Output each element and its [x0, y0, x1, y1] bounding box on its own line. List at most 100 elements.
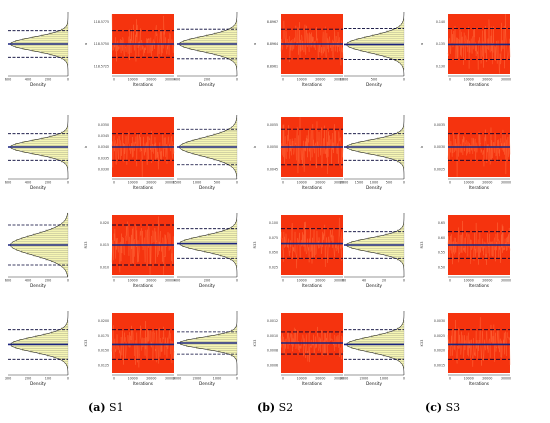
- density-tick-label: 600: [5, 181, 11, 185]
- trace-line: [111, 130, 175, 177]
- density-bar: [16, 248, 69, 251]
- density-tick-label: 0: [67, 181, 69, 185]
- density-bar: [351, 143, 405, 146]
- panel-s3-row3: 60 40 20 0 Density 0.65 0.60 0.55 0.50 R33 0 10000 2…: [342, 213, 511, 288]
- density-bar: [206, 156, 238, 159]
- parameter-tick-label: 0.100: [269, 221, 278, 225]
- density-bar: [182, 244, 238, 247]
- density-tick-label: 400: [25, 279, 31, 283]
- density-tick-label: 200: [204, 279, 210, 283]
- density-tick-label: 1000: [340, 78, 349, 82]
- density-bar: [191, 237, 238, 240]
- parameter-tick-label: 0.050: [269, 251, 278, 255]
- parameter-tick-label: 0.025: [269, 265, 278, 269]
- trace-axis-label: Iterations: [302, 381, 322, 386]
- density-tick-label: 200: [25, 377, 31, 381]
- density-curve: [346, 310, 405, 376]
- density-bar: [15, 45, 69, 48]
- trace-axis-label: Iterations: [469, 82, 489, 87]
- density-tick-label: 0: [236, 279, 238, 283]
- density-bar: [26, 337, 69, 340]
- trace-tick-label: 20000: [482, 279, 492, 283]
- density-bar: [366, 350, 405, 353]
- density-bar: [189, 38, 238, 41]
- density-bar: [374, 352, 405, 355]
- density-bar: [31, 152, 69, 155]
- parameter-tick-label: 0.50: [438, 265, 445, 269]
- density-bar: [182, 148, 238, 151]
- density-bar: [371, 335, 405, 338]
- parameter-axis-label: a: [420, 43, 424, 45]
- density-tick-label: 0: [403, 181, 405, 185]
- parameter-tick-label: 0.55: [438, 251, 445, 255]
- density-tick-label: 400: [174, 279, 180, 283]
- caption-s2: (b) S2: [257, 401, 294, 414]
- density-axis-label: Density: [30, 82, 46, 87]
- density-axis-label: Density: [366, 283, 382, 288]
- parameter-axis-label: R33: [420, 241, 424, 248]
- density-curve: [179, 212, 238, 278]
- density-bar: [15, 346, 69, 349]
- parameter-tick-label: 0.010: [100, 265, 109, 269]
- density-bar: [197, 36, 238, 39]
- density-bar: [16, 239, 69, 242]
- trace-tick-label: 0: [282, 78, 284, 82]
- density-tick-label: 500: [386, 181, 392, 185]
- density-bar: [55, 261, 69, 264]
- density-axis-label: Density: [199, 283, 215, 288]
- parameter-axis-label: b: [253, 145, 257, 148]
- density-bar: [207, 233, 238, 236]
- density-bar: [31, 36, 69, 39]
- density-bar: [351, 246, 405, 249]
- trace-line: [447, 127, 511, 177]
- density-bar: [35, 335, 69, 338]
- density-bar: [13, 341, 69, 344]
- trace-line: [447, 14, 511, 74]
- density-bar: [348, 45, 405, 48]
- trace-tick-label: 0: [113, 78, 115, 82]
- panel-s2-row4: 3000 2000 1000 0Density0.00120.00100.00080.…: [173, 311, 344, 386]
- density-bar: [206, 135, 238, 138]
- parameter-tick-label: 8.8967: [267, 20, 278, 24]
- density-bar: [376, 53, 405, 56]
- trace-tick-label: 10000: [297, 377, 307, 381]
- panel-s1-row1: 600 400 200 0 Density 118.5775 118.5750 118.572…: [5, 12, 175, 87]
- trace-tick-label: 10000: [464, 78, 474, 82]
- parameter-tick-label: 8.8964: [267, 42, 278, 46]
- density-tick-label: 20: [382, 279, 386, 283]
- trace-axis-label: Iterations: [469, 185, 489, 190]
- density-bar: [351, 241, 405, 244]
- trace-tick-label: 20000: [315, 279, 325, 283]
- parameter-tick-label: 118.5775: [94, 20, 109, 24]
- density-bar: [186, 339, 238, 342]
- density-bar: [51, 259, 69, 263]
- density-bar: [55, 226, 69, 229]
- density-tick-label: 0: [403, 279, 405, 283]
- density-bar: [18, 339, 69, 342]
- density-tick-label: 2000: [360, 377, 369, 381]
- density-tick-label: 200: [204, 78, 210, 82]
- density-bar: [356, 38, 405, 41]
- parameter-axis-label: K33: [420, 340, 424, 347]
- trace-tick-label: 30000: [501, 377, 511, 381]
- parameter-tick-label: 0.130: [436, 64, 445, 68]
- density-bar: [358, 239, 405, 242]
- density-bar: [15, 143, 69, 146]
- trace-line: [280, 326, 344, 363]
- density-tick-label: 500: [214, 181, 220, 185]
- density-bar: [360, 49, 405, 52]
- trace-axis-label: Iterations: [133, 283, 153, 288]
- parameter-axis-label: K33: [253, 340, 257, 347]
- density-bar: [192, 139, 238, 142]
- trace-tick-label: 0: [282, 181, 284, 185]
- density-bar: [358, 248, 405, 251]
- trace-axis-label: Iterations: [133, 82, 153, 87]
- trace-tick-label: 20000: [315, 181, 325, 185]
- density-bar: [21, 237, 69, 240]
- trace-tick-label: 10000: [297, 181, 307, 185]
- trace-tick-label: 30000: [334, 78, 344, 82]
- density-bar: [22, 141, 69, 144]
- density-bar: [184, 239, 238, 242]
- parameter-tick-label: 0.0006: [267, 363, 278, 367]
